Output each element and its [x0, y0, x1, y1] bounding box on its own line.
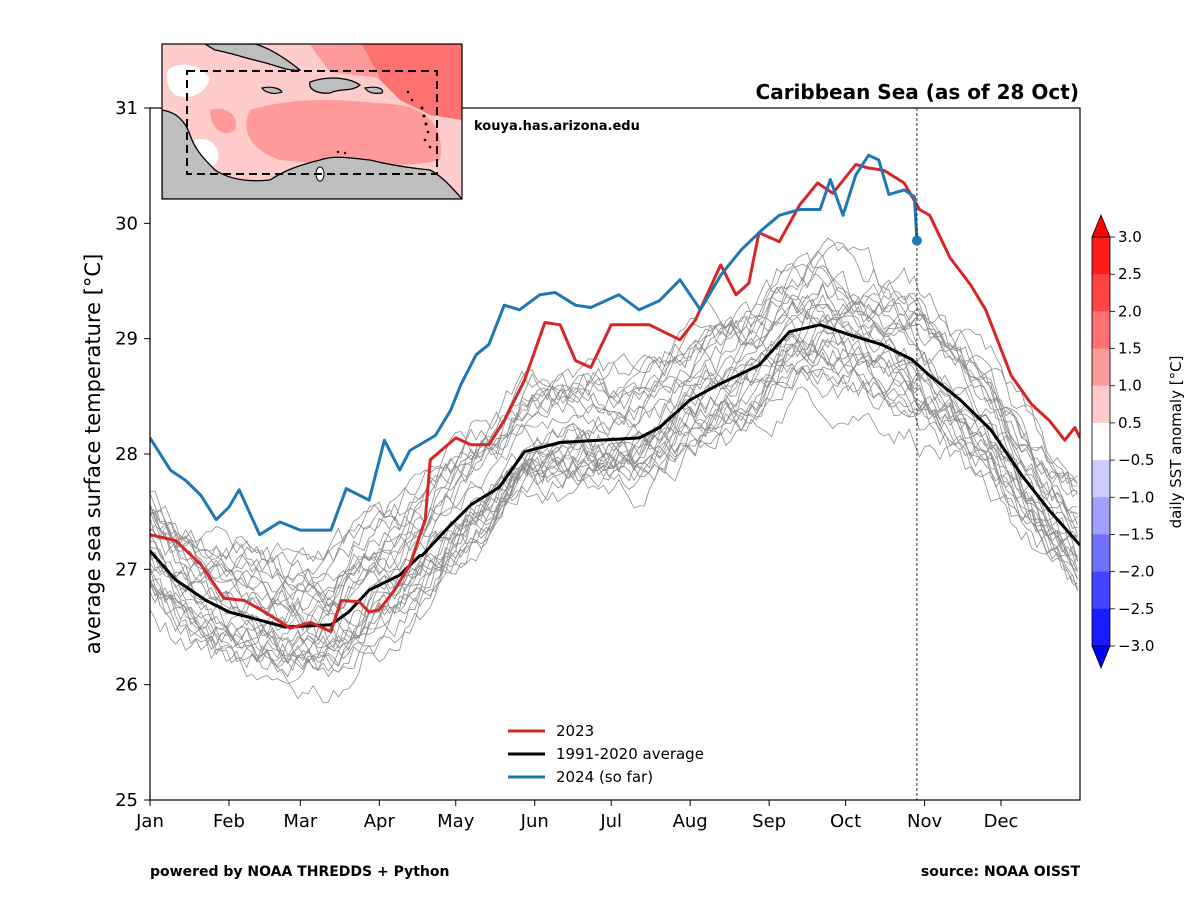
colorbar-segment — [1092, 385, 1110, 424]
map-land-hispaniola — [309, 77, 362, 94]
chart-title: Caribbean Sea (as of 28 Oct) — [756, 80, 1079, 104]
map-anomaly-patch — [310, 44, 380, 78]
x-tick-label: Mar — [283, 811, 318, 832]
x-axis: Jan Feb Mar Apr May Jun Jul Aug Sep Oct Nov Dec — [135, 800, 1018, 832]
x-tick-label: Nov — [907, 811, 942, 832]
ensemble-year-line — [150, 339, 1078, 678]
legend-label: 2024 (so far) — [556, 768, 653, 786]
x-tick-label: Aug — [673, 811, 708, 832]
map-anomaly-patch — [246, 100, 441, 166]
colorbar-tick-label: 0.5 — [1118, 414, 1142, 432]
ensemble-lines — [150, 237, 1078, 704]
ensemble-year-line — [150, 281, 1078, 590]
x-tick-label: Dec — [984, 811, 1019, 832]
series-line-2023 — [150, 163, 1080, 634]
latest-value-dot — [911, 235, 922, 246]
ensemble-year-line — [150, 310, 1078, 625]
colorbar-tick-label: −0.5 — [1118, 451, 1154, 469]
colorbar-label: daily SST anomaly [°C] — [1167, 356, 1185, 529]
x-tick-label: Jun — [520, 811, 549, 832]
colorbar-tick-label: 1.0 — [1118, 377, 1142, 395]
colorbar: 3.0 2.5 2.0 1.5 1.0 0.5 −0.5 −1.0 −1.5 −2.0 −2.5 −3… — [1091, 213, 1154, 670]
colorbar-tick-label: 2.0 — [1118, 302, 1142, 320]
y-tick-label: 30 — [115, 213, 138, 234]
y-axis-label: average sea surface temperature [°C] — [81, 254, 105, 655]
ensemble-year-line — [150, 338, 1078, 671]
x-tick-label: Feb — [213, 811, 245, 832]
series-lines — [150, 153, 1080, 634]
legend-label: 1991-2020 average — [556, 745, 704, 763]
footer-right: source: NOAA OISST — [921, 864, 1081, 880]
colorbar-segment — [1092, 348, 1110, 387]
ensemble-year-line — [150, 283, 1078, 618]
colorbar-segment — [1092, 460, 1110, 498]
colorbar-tick-label: −1.0 — [1118, 488, 1154, 506]
map-land-cuba — [203, 44, 302, 72]
footer-left: powered by NOAA THREDDS + Python — [150, 864, 449, 880]
colorbar-tick-label: −1.5 — [1118, 525, 1154, 543]
colorbar-tick-label: −3.0 — [1118, 637, 1154, 655]
colorbar-segment — [1092, 608, 1110, 647]
colorbar-tick-label: −2.0 — [1118, 563, 1154, 581]
x-tick-label: Apr — [364, 811, 396, 832]
x-tick-label: May — [437, 811, 475, 832]
ensemble-year-line — [150, 293, 1078, 614]
colorbar-tick-label: −2.5 — [1118, 600, 1154, 618]
x-tick-label: Sep — [752, 811, 786, 832]
ensemble-year-line — [150, 294, 1078, 667]
colorbar-extend-max — [1091, 213, 1111, 238]
map-land-puerto-rico — [364, 86, 384, 94]
colorbar-segment — [1092, 571, 1110, 610]
map-lesser-antilles — [336, 90, 432, 155]
inset-map — [161, 43, 463, 200]
colorbar-segment — [1092, 311, 1110, 350]
colorbar-segment — [1092, 237, 1110, 275]
colorbar-segment — [1092, 274, 1110, 312]
map-anomaly-patch — [355, 44, 462, 120]
ensemble-year-line — [150, 367, 1078, 704]
colorbar-tick-label: 1.5 — [1118, 340, 1142, 358]
ensemble-year-line — [150, 339, 1078, 668]
credit-text: kouya.has.arizona.edu — [474, 119, 640, 134]
ensemble-year-line — [150, 252, 1078, 603]
colorbar-tick-label: 3.0 — [1118, 228, 1142, 246]
map-frame — [161, 43, 463, 200]
map-region-box — [186, 70, 438, 175]
y-axis: 25 26 27 28 29 30 31 — [115, 98, 150, 811]
ensemble-year-line — [150, 351, 1078, 652]
colorbar-segment — [1092, 534, 1110, 573]
x-tick-label: Oct — [830, 811, 861, 832]
y-tick-label: 26 — [115, 675, 138, 696]
colorbar-segment — [1092, 497, 1110, 535]
ensemble-year-line — [150, 329, 1078, 669]
ensemble-year-line — [150, 300, 1078, 615]
map-land-central-south-america — [162, 109, 462, 199]
map-anomaly-patch — [210, 108, 236, 134]
plot-area — [150, 108, 1080, 800]
y-tick-label: 29 — [115, 329, 138, 350]
x-tick-label: Jul — [599, 811, 622, 832]
legend-label: 2023 — [556, 722, 594, 740]
ensemble-year-line — [150, 237, 1078, 566]
x-tick-label: Jan — [135, 811, 164, 832]
y-tick-label: 31 — [115, 98, 138, 119]
colorbar-frame — [1091, 236, 1111, 647]
colorbar-tick-label: 2.5 — [1118, 265, 1142, 283]
legend: 2023 1991-2020 average 2024 (so far) — [508, 722, 704, 786]
map-anomaly-patch — [166, 64, 210, 97]
colorbar-extend-min — [1091, 645, 1111, 670]
series-line-2024-so-far — [150, 153, 919, 537]
y-tick-label: 28 — [115, 444, 138, 465]
y-tick-label: 25 — [115, 790, 138, 811]
ensemble-year-line — [150, 274, 1078, 607]
y-tick-label: 27 — [115, 559, 138, 580]
colorbar-segment — [1092, 422, 1110, 461]
map-land-jamaica — [261, 86, 283, 94]
